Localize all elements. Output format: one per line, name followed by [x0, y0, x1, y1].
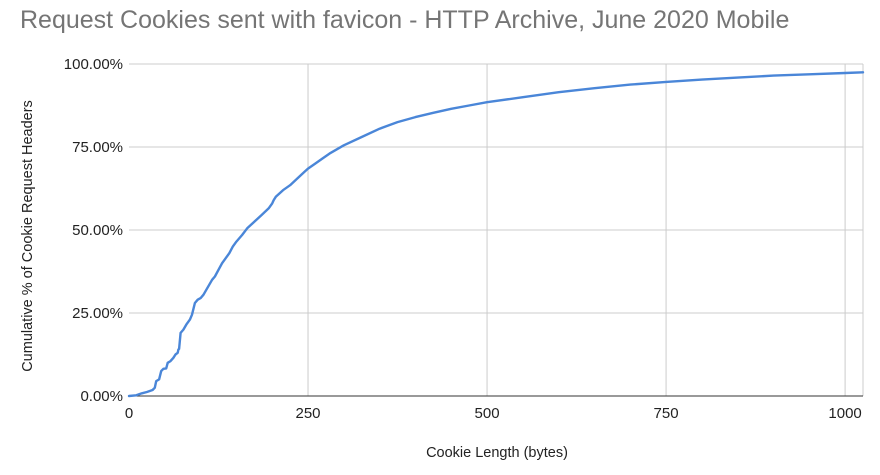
x-tick-label: 750 — [654, 405, 679, 422]
x-tick-label: 500 — [475, 405, 500, 422]
gridlines — [129, 63, 864, 396]
x-tick-label: 1000 — [828, 405, 861, 422]
y-tick-label: 0.00% — [80, 388, 123, 405]
y-tick-label: 25.00% — [72, 305, 123, 322]
y-axis-label: Cumulative % of Cookie Request Headers — [20, 100, 36, 372]
chart-title: Request Cookies sent with favicon - HTTP… — [20, 6, 790, 34]
y-tick-labels: 0.00% 25.00% 50.00% 75.00% 100.00% — [64, 56, 123, 405]
y-tick-label: 50.00% — [72, 222, 123, 239]
y-tick-label: 100.00% — [64, 56, 123, 73]
x-tick-labels: 0 250 500 750 1000 — [125, 405, 862, 422]
x-tick-label: 0 — [125, 405, 133, 422]
x-axis-label: Cookie Length (bytes) — [426, 445, 568, 461]
y-tick-label: 75.00% — [72, 139, 123, 156]
x-tick-label: 250 — [296, 405, 321, 422]
cumulative-series-line — [127, 71, 865, 398]
